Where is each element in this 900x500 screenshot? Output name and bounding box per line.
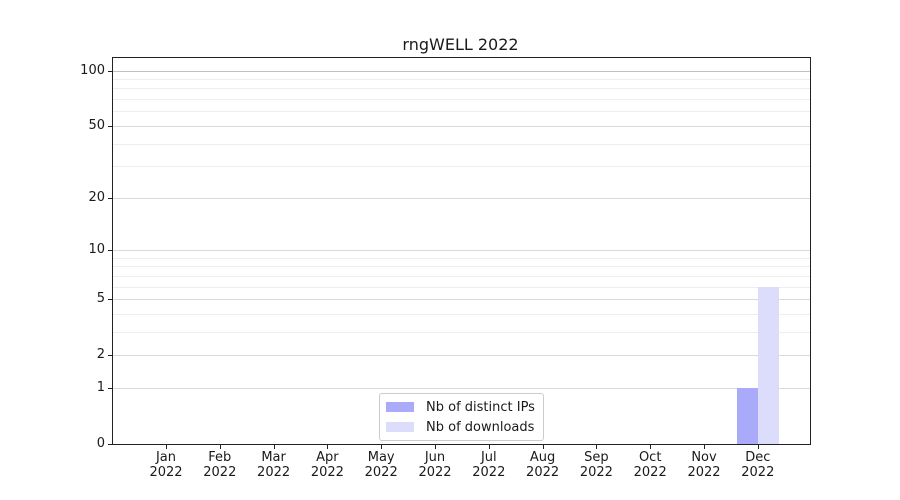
- y-gridline-minor: [113, 286, 810, 288]
- y-tick-label: 50: [88, 117, 105, 133]
- chart-title: rngWELL 2022: [402, 35, 519, 54]
- legend-row: Nb of distinct IPs: [386, 397, 537, 417]
- y-tick-label: 5: [96, 291, 105, 307]
- x-tick-mark: [650, 445, 652, 449]
- x-tick-mark: [166, 445, 167, 449]
- x-tick-mark: [273, 445, 275, 449]
- x-tick-label: Jan 2022: [149, 450, 183, 480]
- x-tick-label: Aug 2022: [526, 450, 560, 480]
- x-tick-mark: [488, 445, 490, 449]
- legend-label-distinct-ips: Nb of distinct IPs: [426, 399, 535, 415]
- legend: Nb of distinct IPs Nb of downloads: [379, 393, 544, 441]
- x-tick-mark: [704, 445, 705, 449]
- y-tick-mark: [108, 249, 112, 251]
- legend-row: Nb of downloads: [386, 417, 537, 437]
- x-tick-label: Jun 2022: [418, 450, 452, 480]
- y-tick-mark: [108, 387, 112, 389]
- y-gridline-minor: [113, 275, 810, 277]
- y-gridline-major: [113, 299, 810, 301]
- y-gridline-minor: [113, 99, 810, 101]
- x-tick-label: Mar 2022: [257, 450, 291, 480]
- y-gridline-minor: [113, 111, 810, 113]
- y-tick-label: 100: [80, 62, 105, 78]
- y-gridline-minor: [113, 313, 810, 315]
- bar-downloads: [757, 286, 779, 444]
- bar-distinct-ips: [736, 387, 758, 444]
- x-tick-mark: [757, 445, 759, 449]
- y-gridline-minor: [113, 143, 810, 145]
- y-tick-mark: [108, 355, 112, 357]
- x-tick-mark: [219, 445, 221, 449]
- x-tick-label: Sep 2022: [579, 450, 613, 480]
- x-tick-label: Jul 2022: [472, 450, 506, 480]
- y-gridline-minor: [113, 257, 810, 259]
- x-tick-mark: [435, 445, 436, 449]
- y-gridline-major: [113, 387, 810, 389]
- y-tick-label: 1: [96, 379, 105, 395]
- legend-label-downloads: Nb of downloads: [426, 419, 535, 435]
- y-gridline-major: [113, 70, 810, 72]
- x-tick-label: Nov 2022: [687, 450, 721, 480]
- y-gridline-major: [113, 125, 810, 127]
- x-tick-mark: [381, 445, 383, 449]
- x-tick-mark: [542, 445, 544, 449]
- y-tick-mark: [108, 70, 112, 72]
- x-tick-label: Apr 2022: [310, 450, 344, 480]
- y-tick-label: 2: [96, 347, 105, 363]
- x-tick-mark: [327, 445, 329, 449]
- y-tick-label: 10: [88, 241, 105, 257]
- x-tick-label: Oct 2022: [633, 450, 667, 480]
- y-gridline-minor: [113, 266, 810, 268]
- x-tick-label: Dec 2022: [741, 450, 775, 480]
- y-gridline-major: [113, 355, 810, 357]
- y-gridline-minor: [113, 166, 810, 168]
- y-tick-label: 20: [88, 189, 105, 205]
- legend-swatch-downloads: [386, 422, 414, 432]
- y-tick-mark: [108, 444, 112, 445]
- x-tick-label: Feb 2022: [203, 450, 237, 480]
- y-gridline-minor: [113, 88, 810, 90]
- y-gridline-minor: [113, 79, 810, 81]
- y-gridline-major: [113, 249, 810, 251]
- y-tick-label: 0: [96, 436, 105, 451]
- x-tick-mark: [596, 445, 598, 449]
- y-tick-mark: [108, 125, 112, 127]
- legend-swatch-distinct-ips: [386, 402, 414, 412]
- x-tick-label: May 2022: [364, 450, 398, 480]
- y-tick-mark: [108, 299, 112, 301]
- y-tick-mark: [108, 197, 112, 199]
- y-gridline-major: [113, 197, 810, 199]
- y-gridline-minor: [113, 331, 810, 333]
- plot-area: 0 1 2 5 10 20 50 100 Jan 2022 Feb 2022 Mar 2022 Apr…: [80, 57, 811, 480]
